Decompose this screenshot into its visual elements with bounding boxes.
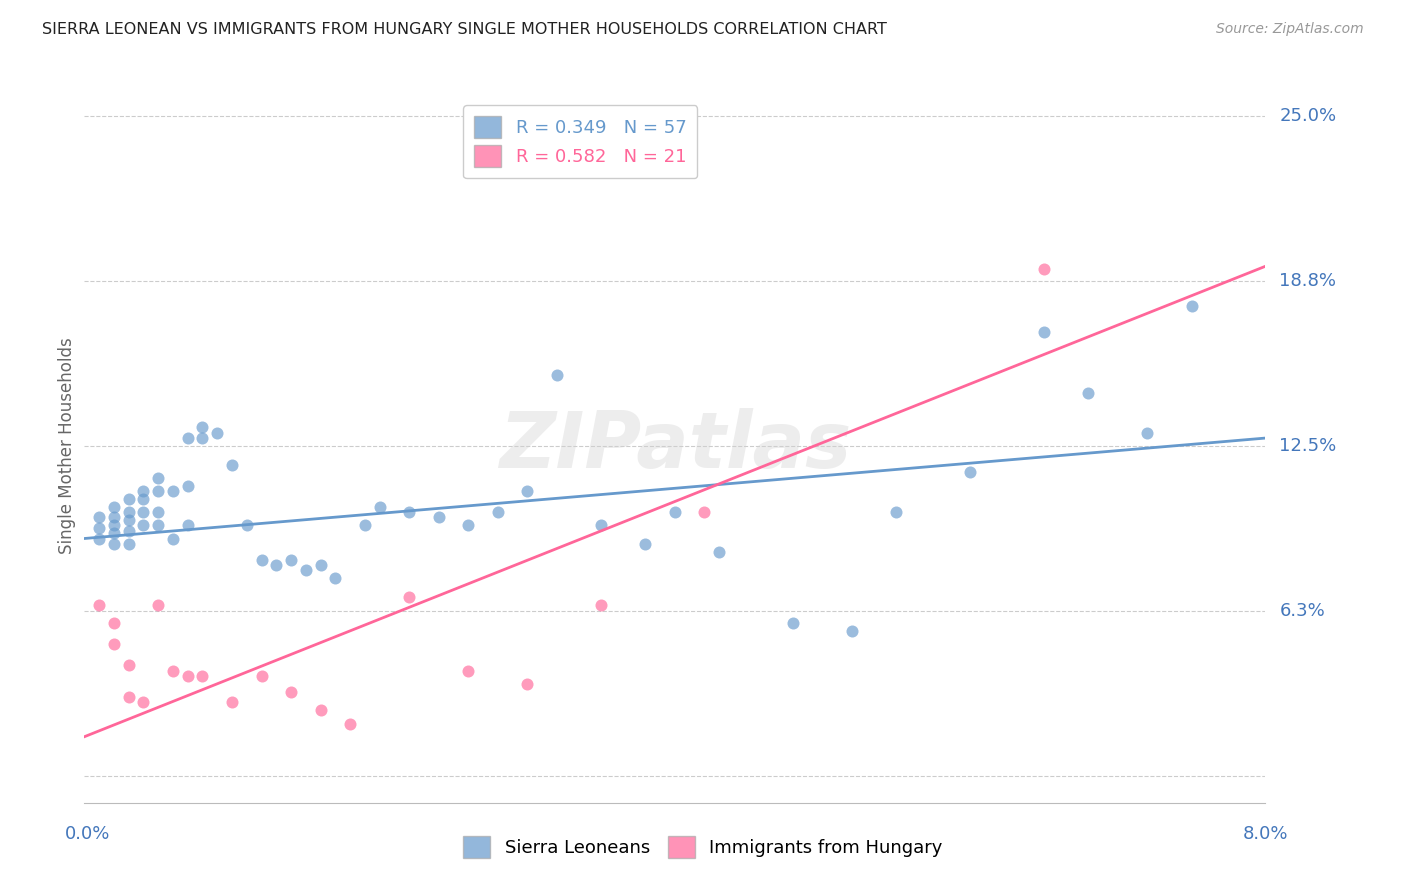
Point	[148, 483, 170, 498]
Point	[132, 695, 155, 709]
Point	[1077, 386, 1099, 401]
Point	[118, 491, 141, 506]
Point	[103, 537, 125, 551]
Point	[693, 505, 716, 519]
Point	[323, 571, 347, 585]
Point	[191, 669, 214, 683]
Point	[457, 518, 479, 533]
Point	[162, 664, 184, 678]
Y-axis label: Single Mother Households: Single Mother Households	[58, 338, 76, 554]
Point	[191, 420, 214, 434]
Point	[103, 637, 125, 651]
Point	[103, 526, 125, 541]
Point	[103, 518, 125, 533]
Point	[118, 690, 141, 704]
Point	[280, 552, 302, 566]
Point	[457, 664, 479, 678]
Point	[886, 505, 908, 519]
Point	[148, 505, 170, 519]
Point	[398, 590, 420, 604]
Text: ZIPatlas: ZIPatlas	[499, 408, 851, 484]
Point	[516, 677, 538, 691]
Point	[634, 537, 657, 551]
Point	[118, 537, 141, 551]
Point	[250, 669, 273, 683]
Point	[1032, 326, 1054, 340]
Point	[87, 521, 111, 535]
Point	[709, 545, 731, 559]
Text: SIERRA LEONEAN VS IMMIGRANTS FROM HUNGARY SINGLE MOTHER HOUSEHOLDS CORRELATION C: SIERRA LEONEAN VS IMMIGRANTS FROM HUNGAR…	[42, 22, 887, 37]
Point	[118, 513, 141, 527]
Point	[295, 563, 318, 577]
Text: 6.3%: 6.3%	[1279, 602, 1326, 620]
Point	[486, 505, 509, 519]
Point	[280, 685, 302, 699]
Point	[250, 552, 273, 566]
Point	[959, 466, 981, 480]
Point	[664, 505, 686, 519]
Point	[118, 658, 141, 673]
Point	[103, 510, 125, 524]
Point	[221, 458, 243, 472]
Point	[221, 695, 243, 709]
Text: 25.0%: 25.0%	[1279, 107, 1337, 125]
Point	[87, 532, 111, 546]
Point	[841, 624, 863, 638]
Point	[398, 505, 420, 519]
Point	[1136, 425, 1159, 440]
Point	[177, 518, 200, 533]
Point	[162, 532, 184, 546]
Legend: R = 0.349   N = 57, R = 0.582   N = 21: R = 0.349 N = 57, R = 0.582 N = 21	[464, 105, 697, 178]
Point	[87, 510, 111, 524]
Point	[118, 524, 141, 538]
Point	[309, 703, 332, 717]
Point	[148, 471, 170, 485]
Point	[132, 491, 155, 506]
Point	[205, 425, 228, 440]
Text: 12.5%: 12.5%	[1279, 437, 1337, 455]
Point	[782, 616, 804, 631]
Point	[591, 518, 613, 533]
Point	[1180, 299, 1202, 313]
Point	[118, 505, 141, 519]
Point	[148, 518, 170, 533]
Point	[368, 500, 391, 514]
Point	[177, 669, 200, 683]
Text: 18.8%: 18.8%	[1279, 272, 1337, 290]
Legend: Sierra Leoneans, Immigrants from Hungary: Sierra Leoneans, Immigrants from Hungary	[456, 829, 950, 865]
Point	[177, 478, 200, 492]
Point	[103, 500, 125, 514]
Point	[591, 598, 613, 612]
Point	[1032, 261, 1054, 276]
Text: 8.0%: 8.0%	[1243, 825, 1288, 843]
Point	[148, 598, 170, 612]
Point	[235, 518, 259, 533]
Text: 0.0%: 0.0%	[65, 825, 110, 843]
Point	[162, 483, 184, 498]
Point	[264, 558, 288, 572]
Point	[132, 483, 155, 498]
Point	[339, 716, 361, 731]
Text: Source: ZipAtlas.com: Source: ZipAtlas.com	[1216, 22, 1364, 37]
Point	[177, 431, 200, 445]
Point	[132, 505, 155, 519]
Point	[516, 483, 538, 498]
Point	[427, 510, 450, 524]
Point	[132, 518, 155, 533]
Point	[546, 368, 568, 382]
Point	[309, 558, 332, 572]
Point	[103, 616, 125, 631]
Point	[87, 598, 111, 612]
Point	[191, 431, 214, 445]
Point	[354, 518, 377, 533]
